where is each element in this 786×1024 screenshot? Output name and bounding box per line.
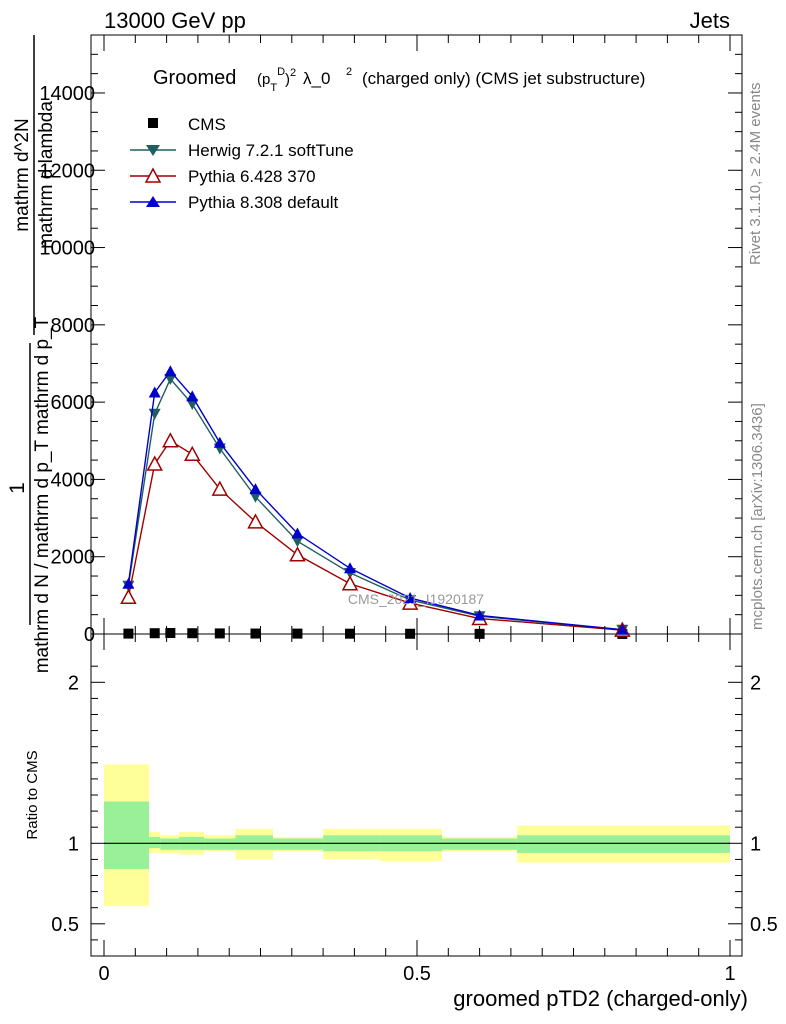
- data-series: [120, 365, 631, 639]
- main-y-tick-label: 4000: [51, 469, 96, 491]
- rivet-version-label: Rivet 3.1.10, ≥ 2.4M events: [747, 83, 764, 266]
- point-herwig: [291, 536, 304, 548]
- legend-item-pythia6: Pythia 6.428 370: [130, 167, 316, 186]
- main-y-tick-label: 6000: [51, 392, 96, 414]
- ratio-band-inner-2: [160, 838, 180, 850]
- legend-label-pythia8: Pythia 8.308 default: [188, 193, 339, 212]
- point-pythia6: [211, 480, 229, 496]
- legend-marker-pythia6: [144, 167, 162, 183]
- legend-title-exponent: 2: [346, 66, 352, 78]
- legend-marker-cms: [148, 118, 158, 128]
- legend-title-formula: (pTD)2: [257, 66, 296, 94]
- ratio-band-inner-6: [273, 838, 324, 850]
- point-pythia8: [291, 527, 304, 539]
- point-cms: [165, 628, 176, 639]
- main-y-tick-label: 12000: [39, 160, 95, 182]
- point-pythia6: [184, 445, 201, 462]
- point-pythia8: [122, 577, 135, 589]
- ratio-band-inner-5: [235, 835, 274, 850]
- point-pythia8: [404, 592, 417, 604]
- point-pythia6: [289, 546, 306, 562]
- legend-label-herwig: Herwig 7.2.1 softTune: [188, 141, 354, 160]
- point-cms: [149, 628, 160, 639]
- main-y-tick-label: 10000: [39, 238, 95, 260]
- ratio-band-inner-1: [149, 836, 161, 849]
- series-pythia6: [120, 432, 631, 637]
- point-cms: [250, 628, 261, 639]
- ylabel-fraction-denominator: mathrm d N / mathrm d p_T mathrm d p_T: [32, 316, 53, 673]
- x-axis-label: groomed pTD2 (charged-only): [453, 986, 748, 1011]
- legend-title-lambda: λ_0: [303, 69, 330, 88]
- point-pythia8: [344, 562, 357, 574]
- point-pythia6: [146, 455, 163, 471]
- point-pythia6: [162, 432, 179, 448]
- series-pythia8: [122, 365, 629, 635]
- mcplots-label: mcplots.cern.ch [arXiv:1306.3436]: [749, 403, 766, 630]
- ratio-y-tick-label: 1: [68, 833, 79, 855]
- ratio-band-inner-0: [104, 801, 150, 870]
- point-cms: [292, 628, 303, 639]
- legend-item-herwig: Herwig 7.2.1 softTune: [130, 141, 354, 160]
- point-pythia8: [616, 623, 629, 635]
- legend-title-prefix: Groomed: [153, 67, 236, 89]
- ylabel-fraction-numerator: 1: [6, 482, 29, 494]
- point-pythia6: [341, 575, 359, 591]
- main-y-tick-label: 8000: [51, 315, 96, 337]
- ratio-band-inner-10: [517, 835, 730, 853]
- point-herwig: [164, 373, 177, 385]
- point-cms: [405, 628, 416, 639]
- axis-ticks: 0 2000 4000 6000 8000 10000 12000 14000 0 0.5 1 0.5…: [39, 35, 778, 985]
- x-tick-label: 0: [98, 963, 109, 985]
- point-cms: [345, 628, 356, 639]
- main-y-axis-label: 1 mathrm d N / mathrm d p_T mathrm d p_T…: [6, 35, 57, 673]
- point-pythia8: [186, 390, 199, 402]
- ratio-y-tick-label: 0.5: [51, 914, 79, 936]
- legend-marker-pythia8: [146, 196, 160, 207]
- header-left: 13000 GeV pp: [104, 8, 246, 33]
- header-right: Jets: [690, 8, 730, 33]
- point-pythia6: [120, 588, 137, 605]
- ratio-y-axis-label: Ratio to CMS: [24, 750, 41, 839]
- point-pythia6: [247, 513, 264, 529]
- point-pythia8: [148, 386, 161, 398]
- legend-label-cms: CMS: [188, 115, 226, 134]
- legend-marker-herwig: [146, 145, 160, 156]
- legend: CMS Herwig 7.2.1 softTune Pythia 6.428 3…: [130, 115, 354, 212]
- main-y-tick-label: 14000: [39, 83, 95, 105]
- legend-item-pythia8: Pythia 8.308 default: [130, 193, 339, 212]
- legend-item-cms: CMS: [148, 115, 226, 134]
- analysis-watermark: CMS_2021_I1920187: [348, 591, 484, 607]
- point-cms: [474, 628, 485, 639]
- legend-title-text: (charged only) (CMS jet substructure): [362, 69, 645, 88]
- legend-label-pythia6: Pythia 6.428 370: [188, 167, 316, 186]
- x-tick-label: 1: [724, 963, 735, 985]
- legend-title: Groomed (pTD)2 λ_0 2 (charged only) (CMS…: [153, 66, 645, 94]
- ratio-y-tick-label-right: 0.5: [750, 914, 778, 936]
- main-y-tick-label: 0: [84, 624, 95, 646]
- point-cms: [123, 628, 134, 639]
- ratio-band-inner-9: [442, 838, 518, 850]
- ylabel-second-numerator: mathrm d^2N: [12, 118, 33, 231]
- point-pythia8: [473, 609, 486, 621]
- point-pythia8: [164, 365, 177, 377]
- ratio-y-tick-label-right: 1: [750, 833, 761, 855]
- ylabel-second-denominator: mathrm d lambda: [36, 101, 57, 249]
- main-y-tick-label: 2000: [51, 547, 96, 569]
- ratio-plot-frame: [90, 633, 743, 957]
- point-cms: [187, 628, 198, 639]
- ratio-bands: [104, 764, 730, 907]
- ratio-band-inner-4: [204, 838, 236, 850]
- point-pythia8: [249, 483, 262, 495]
- ratio-y-tick-label: 2: [68, 672, 79, 694]
- point-cms: [214, 628, 225, 639]
- point-pythia8: [213, 436, 226, 448]
- series-cms: [123, 628, 628, 639]
- point-herwig: [249, 491, 262, 503]
- x-tick-label: 0.5: [403, 963, 431, 985]
- ratio-y-tick-label-right: 2: [750, 672, 761, 694]
